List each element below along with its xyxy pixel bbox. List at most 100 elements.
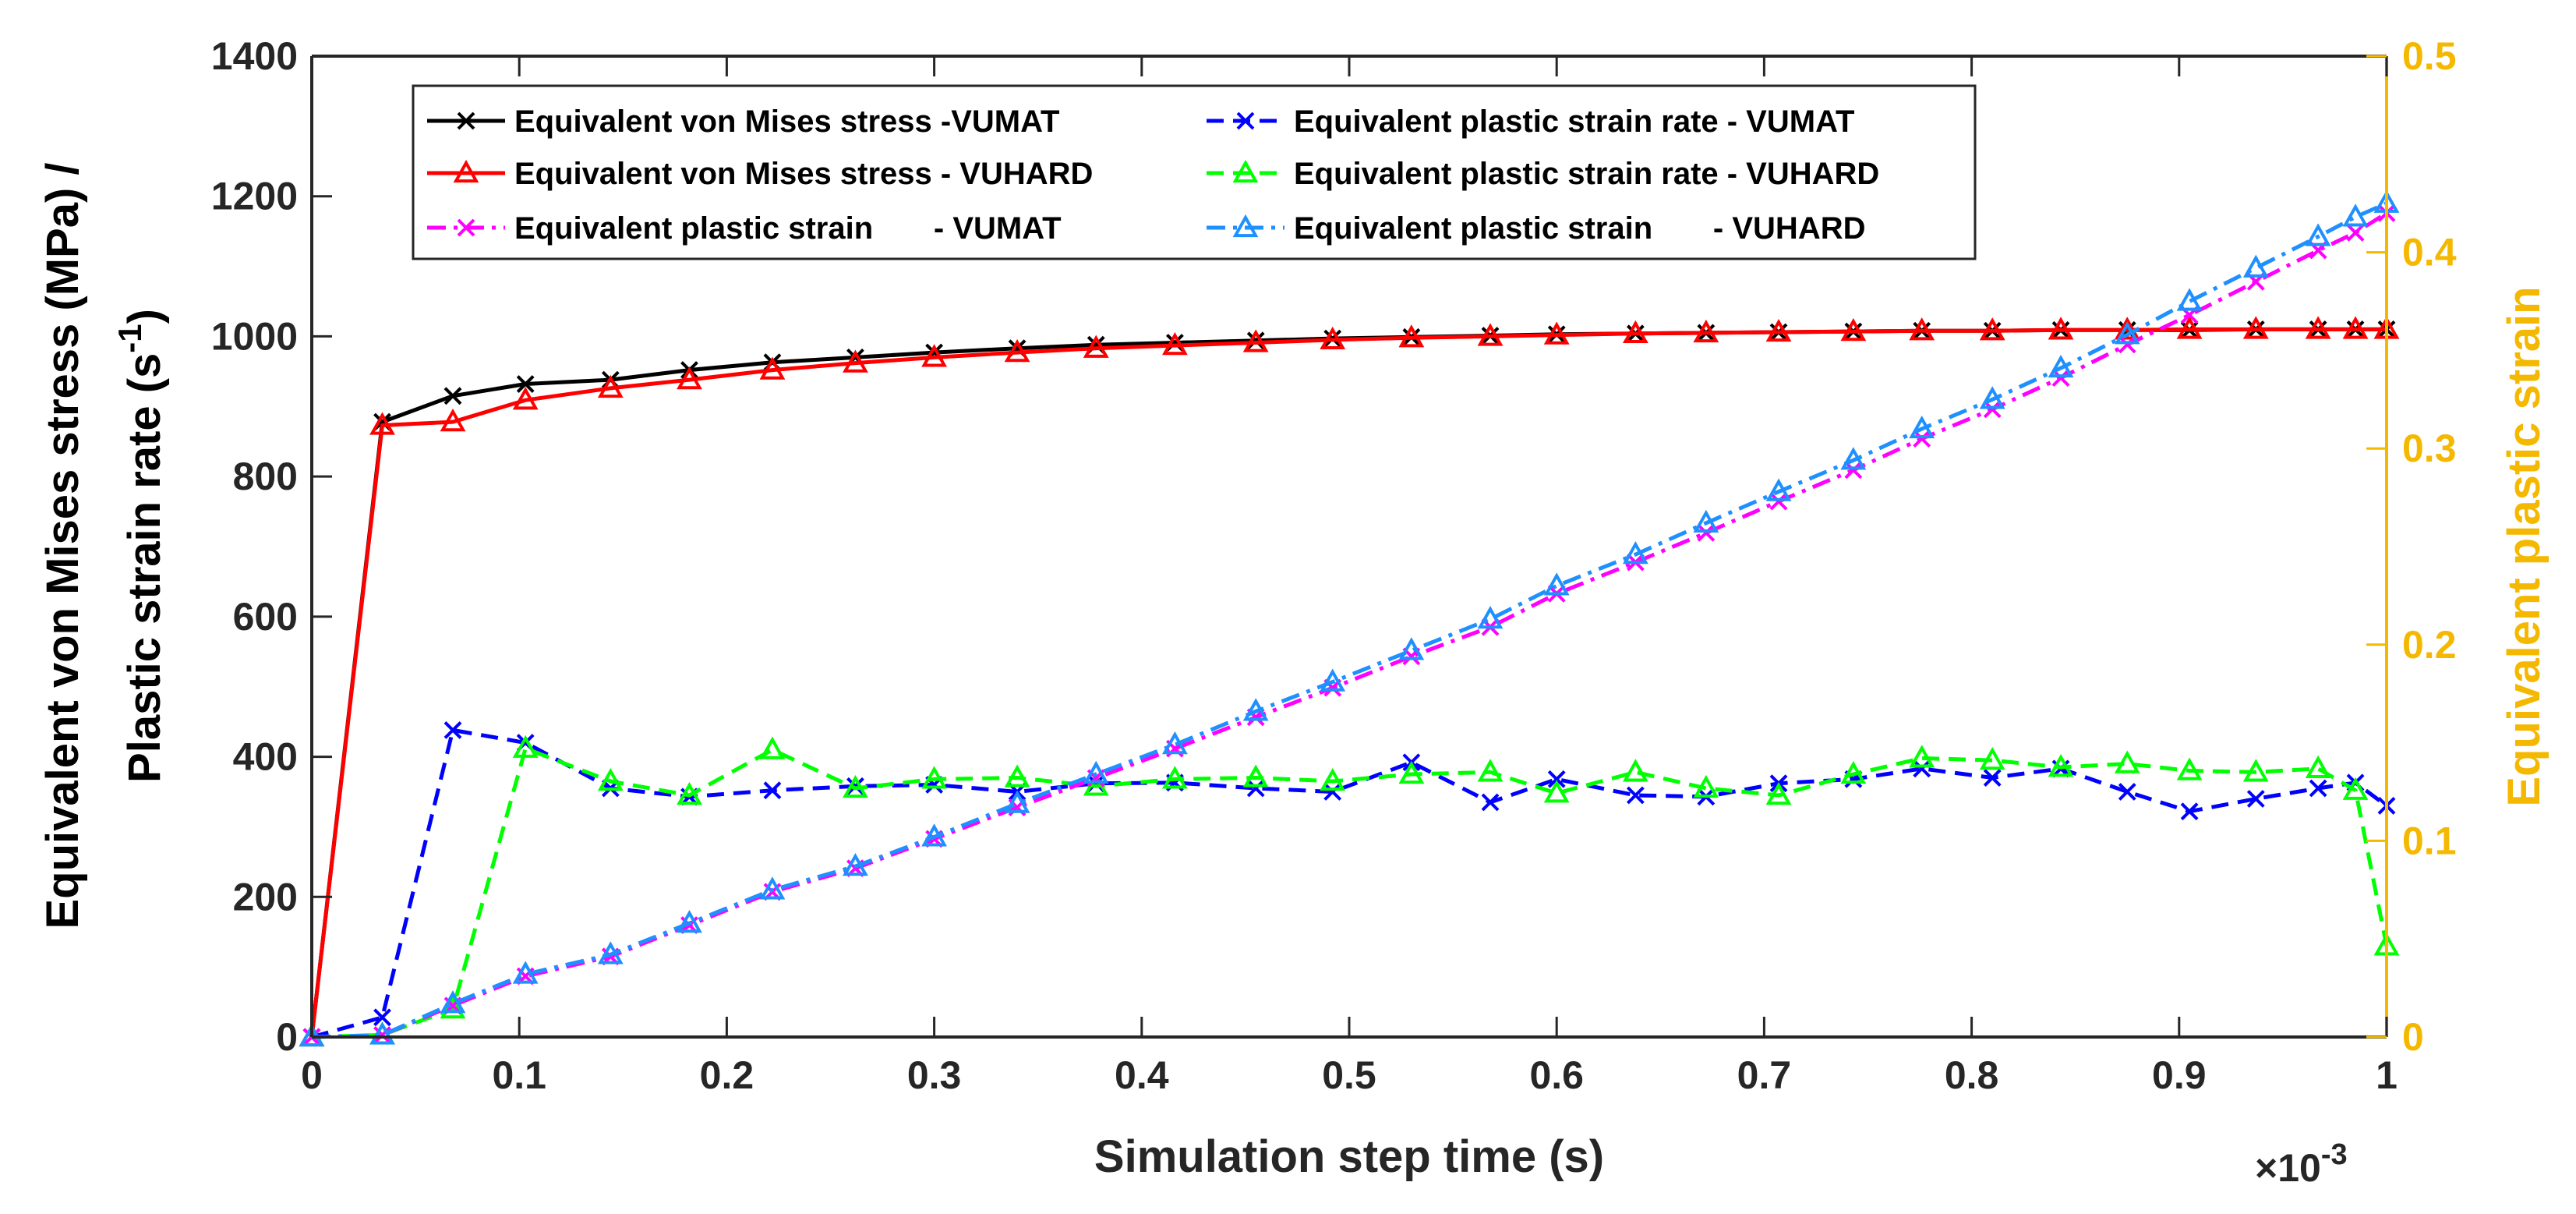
legend-entry-6: Equivalent plastic strain - VUHARD [1207,211,1865,246]
y-right-tick-label: 0.4 [2402,231,2457,274]
legend: Equivalent von Mises stress -VUMAT Equiva… [412,84,1977,260]
data-point [2048,317,2074,340]
data-point [440,990,466,1014]
data-point [512,961,539,984]
x-axis-label: Simulation step time (s) [1094,1131,1604,1182]
data-point [1246,331,1265,350]
y-right-tick-label: 0.3 [2402,426,2457,470]
y-left-tick-label: 1200 [211,175,298,218]
data-point [1543,780,1570,803]
x-tick-label: 1 [2376,1053,2398,1097]
data-point [1765,781,1792,805]
data-point [1913,759,1931,778]
data-point [2246,790,2265,808]
legend-label: Equivalent plastic strain rate - VUHARD [1294,157,1879,191]
data-point [1765,478,1792,501]
y-axis-left-label-unit: Plastic strain rate (s [119,353,170,783]
axes-layer: 0 0.1 0.2 0.3 0.4 0.5 0.6 0.7 0.8 0.9 102004006008… [211,34,2457,1097]
y-left-tick-label: 600 [233,595,298,639]
legend-marker [1232,159,1259,183]
data-point [843,853,868,876]
data-point [369,1021,395,1045]
series-line-4 [311,746,2389,1039]
y-axis-left-label-exponent: -1 [111,324,148,352]
y-axis-left-label-close: ) [119,309,170,324]
series-layer [299,189,2400,1047]
data-point [2176,757,2203,780]
data-point [2342,777,2369,800]
y-left-tick-label: 200 [233,875,298,918]
data-point [2176,316,2203,339]
data-point [677,909,702,933]
legend-marker [1236,111,1255,130]
data-point [1909,317,1935,341]
data-point [2346,224,2365,242]
y-right-tick-label: 0 [2402,1015,2424,1059]
data-point [2305,316,2331,339]
x-tick-label: 0.7 [1737,1053,1792,1097]
data-point [1083,334,1109,358]
x-tick-label: 0.5 [1322,1053,1376,1097]
data-point [597,374,624,398]
data-point [1320,767,1346,791]
data-point [1979,317,2005,341]
data-point [1626,786,1645,805]
data-point [1477,323,1504,346]
data-point [1320,668,1346,692]
data-point [1161,766,1188,789]
data-point [677,366,702,390]
data-point [1765,318,1792,342]
data-point [516,375,535,393]
y-left-tick-label: 1400 [211,34,298,78]
data-point [597,767,624,791]
data-point [2048,354,2074,378]
data-point [512,734,539,758]
data-point [1242,698,1269,721]
legend-items: Equivalent von Mises stress -VUMAT Equiva… [427,104,1879,246]
data-point [1398,324,1425,348]
data-point [2176,288,2203,311]
data-point [1083,760,1109,784]
data-point [921,766,948,789]
x-tick-label: 0.3 [907,1053,962,1097]
data-point [440,408,466,432]
legend-label: Equivalent plastic strain rate - VUMAT [1294,104,1854,139]
legend-label: Equivalent von Mises stress -VUMAT [514,104,1059,139]
data-point [1004,790,1030,813]
y-axis-right-label: Equivalent plastic strain [2499,286,2549,806]
data-point [2118,335,2136,354]
y-left-tick-label: 400 [233,735,298,779]
data-point [1693,319,1719,343]
data-point [1477,759,1504,782]
data-point [1543,321,1570,345]
data-point [1242,329,1269,352]
data-point [1161,332,1188,356]
data-point [1543,572,1570,596]
x-axis-multiplier-exponent: -3 [2321,1138,2348,1171]
x-tick-label: 0.9 [2152,1053,2207,1097]
data-point [2114,750,2140,773]
data-point [2305,755,2331,778]
data-point [1481,793,1500,812]
y-left-tick-label: 800 [233,455,298,498]
x-axis-multiplier: ×10-3 [2255,1138,2348,1190]
data-point [2242,759,2269,782]
series-4 [299,734,2400,1047]
data-point [2048,753,2074,777]
legend-entry-4: Equivalent plastic strain rate - VUHARD [1207,157,1879,191]
data-point [1398,760,1425,784]
data-point [1979,746,2005,770]
data-point [921,344,948,367]
data-point [759,356,786,380]
y-axis-left-label-line1: Equivalent von Mises stress (MPa) / [37,162,88,929]
y-left-tick-label: 1000 [211,314,298,358]
data-point [759,736,786,759]
data-point [2342,204,2369,227]
data-point [1693,509,1719,533]
data-point [1840,447,1867,470]
legend-entry-3: Equivalent plastic strain rate - VUMAT [1207,104,1854,139]
x-tick-label: 0.6 [1529,1053,1584,1097]
data-point [2305,223,2331,246]
data-point [1909,745,1935,768]
